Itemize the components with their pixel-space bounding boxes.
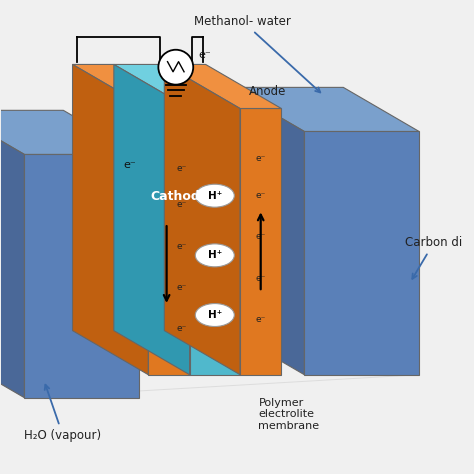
- Text: H₂O (vapour): H₂O (vapour): [24, 385, 101, 442]
- Ellipse shape: [195, 303, 234, 327]
- Text: H⁺: H⁺: [208, 250, 222, 260]
- Text: Methanol- water: Methanol- water: [194, 15, 320, 92]
- Text: e⁻: e⁻: [255, 155, 266, 164]
- Text: e⁻: e⁻: [255, 191, 266, 200]
- Text: e⁻: e⁻: [255, 274, 266, 283]
- Polygon shape: [190, 109, 240, 374]
- Text: e⁻: e⁻: [176, 164, 186, 173]
- Polygon shape: [0, 110, 24, 398]
- Polygon shape: [164, 64, 240, 374]
- Text: e⁻: e⁻: [176, 242, 186, 251]
- Text: Cathode: Cathode: [151, 190, 209, 203]
- Polygon shape: [304, 131, 419, 374]
- Text: e⁻: e⁻: [199, 50, 211, 60]
- Polygon shape: [228, 87, 419, 131]
- Polygon shape: [0, 110, 139, 155]
- Text: H⁺: H⁺: [208, 310, 222, 320]
- Polygon shape: [240, 109, 282, 374]
- Text: e⁻: e⁻: [176, 201, 186, 210]
- Polygon shape: [228, 87, 304, 374]
- Text: e⁻: e⁻: [176, 324, 186, 333]
- Circle shape: [158, 50, 193, 85]
- Text: Anode: Anode: [249, 85, 287, 98]
- Text: Carbon di: Carbon di: [405, 236, 463, 279]
- Polygon shape: [73, 64, 148, 374]
- Ellipse shape: [195, 244, 234, 267]
- Text: e⁻: e⁻: [176, 283, 186, 292]
- Polygon shape: [24, 155, 139, 398]
- Polygon shape: [114, 64, 190, 374]
- Text: e⁻: e⁻: [255, 315, 266, 324]
- Polygon shape: [148, 109, 190, 374]
- Text: H⁺: H⁺: [208, 191, 222, 201]
- Text: e⁻: e⁻: [255, 233, 266, 241]
- Polygon shape: [164, 64, 282, 109]
- Text: e⁻: e⁻: [124, 160, 136, 170]
- Ellipse shape: [195, 184, 234, 207]
- Polygon shape: [73, 64, 190, 109]
- Polygon shape: [114, 64, 240, 109]
- Text: Polymer
electrolite
membrane: Polymer electrolite membrane: [258, 398, 319, 431]
